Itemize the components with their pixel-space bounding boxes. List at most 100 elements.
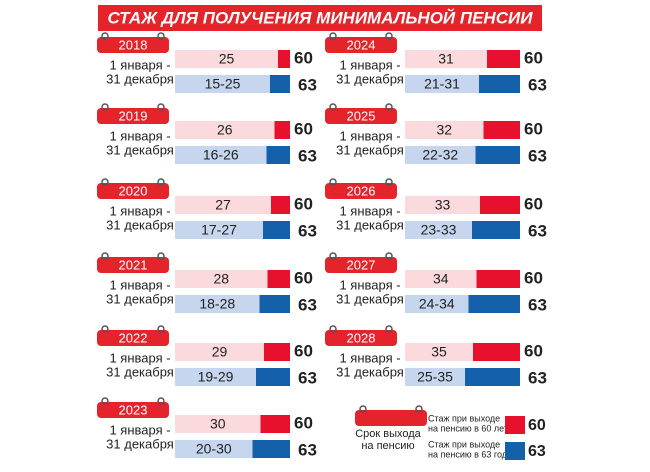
year-tab	[97, 257, 169, 273]
ring	[157, 178, 165, 186]
period-start: 1 января -	[109, 422, 170, 437]
ring	[157, 32, 165, 40]
bar-63-tip	[472, 221, 520, 239]
legend-swatch	[505, 416, 525, 434]
age-63: 63	[528, 75, 547, 94]
age-63: 63	[298, 75, 317, 94]
title-banner	[98, 5, 542, 31]
year: 2020	[119, 183, 148, 198]
year: 2027	[347, 257, 376, 272]
stazh-63: 25-35	[417, 369, 453, 385]
legend-swatch	[505, 442, 525, 460]
ring	[157, 252, 165, 260]
stazh-63: 23-33	[421, 222, 457, 238]
period-start: 1 января -	[339, 203, 400, 218]
period-end: 31 декабря	[106, 71, 174, 86]
year-tab	[325, 330, 397, 346]
stazh-60: 28	[213, 271, 229, 287]
legend-label: Стаж при выходе	[428, 439, 500, 449]
year: 2026	[347, 183, 376, 198]
age-60: 60	[524, 119, 543, 138]
bar-63-tip	[465, 368, 520, 386]
stazh-63: 18-28	[199, 296, 235, 312]
stazh-60: 26	[217, 122, 233, 138]
ring	[157, 103, 165, 111]
bar-60-tip	[278, 50, 290, 68]
period-start: 1 января -	[339, 277, 400, 292]
period-end: 31 декабря	[336, 364, 404, 379]
period-end: 31 декабря	[336, 217, 404, 232]
bar-60-tip	[483, 121, 520, 139]
stazh-63: 22-32	[422, 147, 458, 163]
title: СТАЖ ДЛЯ ПОЛУЧЕНИЯ МИНИМАЛЬНОЙ ПЕНСИИ	[108, 7, 534, 27]
bar-60-bg	[175, 343, 290, 361]
legend-label: Стаж при выходе	[428, 413, 500, 423]
period-end: 31 декабря	[106, 436, 174, 451]
period-end: 31 декабря	[106, 291, 174, 306]
age-63: 63	[298, 440, 317, 459]
ring	[101, 252, 109, 260]
ring	[385, 325, 393, 333]
period-start: 1 января -	[109, 57, 170, 72]
age-60: 60	[524, 194, 543, 213]
year-tab	[97, 37, 169, 53]
age-60: 60	[294, 48, 313, 67]
age-60: 60	[294, 341, 313, 360]
bar-60-tip	[487, 50, 520, 68]
period-start: 1 января -	[339, 57, 400, 72]
year-tab	[97, 402, 169, 418]
year-tab	[325, 37, 397, 53]
bar-63-tip	[468, 295, 520, 313]
bar-63-bg	[175, 221, 290, 239]
period-start: 1 января -	[109, 350, 170, 365]
stazh-60: 34	[433, 271, 449, 287]
bar-60-tip	[274, 121, 290, 139]
year-tab	[325, 257, 397, 273]
stazh-60: 30	[210, 416, 226, 432]
ring	[329, 178, 337, 186]
ring	[101, 397, 109, 405]
period-start: 1 января -	[339, 128, 400, 143]
stazh-60: 29	[212, 344, 228, 360]
stazh-60: 31	[438, 51, 454, 67]
age-60: 60	[294, 413, 313, 432]
stazh-63: 17-27	[201, 222, 237, 238]
age-60: 60	[524, 341, 543, 360]
age-63: 63	[528, 368, 547, 387]
period-end: 31 декабря	[106, 142, 174, 157]
stazh-63: 16-26	[203, 147, 239, 163]
age-60: 60	[524, 48, 543, 67]
period-end: 31 декабря	[336, 291, 404, 306]
ring	[329, 103, 337, 111]
bar-63-tip	[479, 75, 520, 93]
bar-60-tip	[264, 343, 290, 361]
year: 2022	[119, 330, 148, 345]
year: 2024	[347, 37, 376, 52]
age-63: 63	[298, 146, 317, 165]
age-63: 63	[298, 295, 317, 314]
stazh-60: 27	[215, 197, 231, 213]
bar-63-tip	[266, 146, 290, 164]
age-60: 60	[294, 194, 313, 213]
legend-age: 63	[528, 443, 546, 460]
period-start: 1 января -	[339, 350, 400, 365]
ring	[385, 32, 393, 40]
bar-63-bg	[175, 146, 290, 164]
age-63: 63	[528, 221, 547, 240]
period-end: 31 декабря	[336, 71, 404, 86]
bar-60-tip	[476, 270, 520, 288]
period-end: 31 декабря	[336, 142, 404, 157]
bar-60-bg	[175, 50, 290, 68]
ring	[101, 103, 109, 111]
stazh-63: 20-30	[196, 441, 232, 457]
bar-60-bg	[175, 270, 290, 288]
bar-63-bg	[175, 75, 290, 93]
period-end: 31 декабря	[106, 364, 174, 379]
ring	[359, 405, 367, 413]
ring	[415, 405, 423, 413]
year: 2025	[347, 108, 376, 123]
age-63: 63	[528, 295, 547, 314]
year-tab	[97, 183, 169, 199]
